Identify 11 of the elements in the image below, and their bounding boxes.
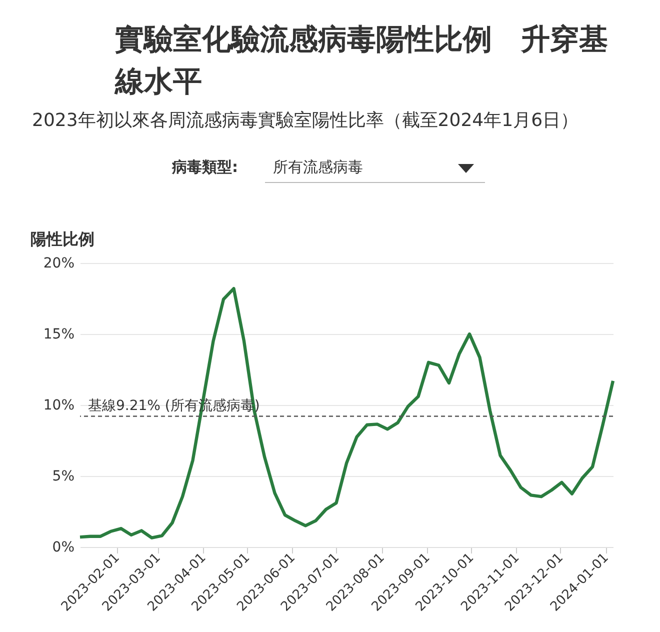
y-tick-label: 0% [52,540,74,556]
chart-subtitle: 2023年初以來各周流感病毒實驗室陽性比率（截至2024年1月6日） [32,109,579,132]
y-axis-title: 陽性比例 [30,230,94,248]
y-tick-label: 20% [43,256,74,272]
dropdown-field: 所有流感病毒 [265,154,485,183]
chart-title: 實驗室化驗流感病毒陽性比例 升穿基線水平 [115,21,609,100]
text: 病毒類型: [172,158,238,177]
line-series [78,286,615,540]
y-tick-label: 5% [52,468,74,484]
y-tick-label: 15% [43,326,74,342]
y-tick-label: 10% [43,398,74,414]
